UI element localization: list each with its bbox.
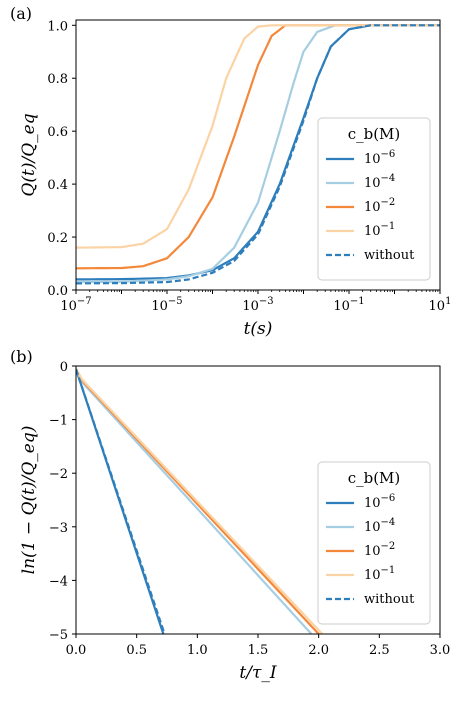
series-line-10__2 bbox=[76, 24, 440, 270]
y-tick-label: 0.2 bbox=[47, 231, 68, 246]
x-tick-label: 1.5 bbox=[248, 643, 269, 658]
legend-label: 10−1 bbox=[364, 221, 395, 239]
y-tick-label: 0.8 bbox=[47, 72, 68, 87]
legend-label: 10−4 bbox=[364, 517, 395, 535]
x-axis-label: t(s) bbox=[244, 319, 273, 339]
y-tick-label: 0.0 bbox=[47, 284, 68, 299]
x-tick-label: 3.0 bbox=[430, 643, 451, 658]
legend-label: 10−6 bbox=[364, 493, 395, 511]
series-line-10__4 bbox=[76, 24, 440, 284]
panel-label: (b) bbox=[10, 347, 33, 366]
x-tick-label: 10−1 bbox=[333, 296, 364, 314]
series-line-10__1 bbox=[76, 368, 324, 634]
y-axis-label: ln(1 − Q(t)/Q_eq) bbox=[19, 426, 39, 575]
x-tick-label: 101 bbox=[429, 296, 452, 314]
y-tick-label: −5 bbox=[49, 628, 68, 643]
series-line-without bbox=[76, 368, 166, 634]
y-tick-label: 0.6 bbox=[47, 125, 68, 140]
y-tick-label: 0 bbox=[60, 360, 68, 375]
x-tick-label: 10−3 bbox=[242, 296, 273, 314]
panel-label: (a) bbox=[10, 4, 32, 23]
legend-label: 10−2 bbox=[364, 541, 395, 559]
y-axis-label: Q(t)/Q_eq bbox=[19, 113, 39, 196]
legend-title: c_b(M) bbox=[348, 469, 401, 487]
x-tick-label: 1.0 bbox=[187, 643, 208, 658]
panel-1: 0.0 0.5 1.0 1.5 2.0 2.5 3.0 0 −1 −2 −3 −4 −5 (b) t/τ_I… bbox=[10, 347, 450, 683]
legend-title: c_b(M) bbox=[348, 125, 401, 143]
y-tick-label: −1 bbox=[49, 414, 68, 429]
legend-label: 10−6 bbox=[364, 149, 395, 167]
x-axis-label: t/τ_I bbox=[239, 663, 276, 683]
x-tick-label: 2.5 bbox=[369, 643, 390, 658]
legend-label: 10−2 bbox=[364, 197, 395, 215]
y-tick-label: 0.4 bbox=[47, 178, 68, 193]
x-tick-label: 0.0 bbox=[66, 643, 87, 658]
legend-label: 10−1 bbox=[364, 565, 395, 583]
legend: c_b(M) 10−6 10−4 10−2 10−1 without bbox=[317, 461, 431, 625]
panel-0: 10−7 10−5 10−3 10−1 101 0.0 0.2 0.4 0.6 0.8 1.0 (a)… bbox=[10, 4, 451, 339]
y-tick-label: −2 bbox=[49, 467, 68, 482]
y-tick-label: 1.0 bbox=[47, 19, 68, 34]
legend-label: without bbox=[364, 248, 415, 263]
series-line-without bbox=[76, 24, 440, 285]
y-tick-label: −3 bbox=[49, 521, 68, 536]
legend-label: 10−4 bbox=[364, 173, 395, 191]
series-group bbox=[76, 24, 440, 285]
legend: c_b(M) 10−6 10−4 10−2 10−1 without bbox=[317, 117, 431, 281]
x-tick-label: 10−5 bbox=[151, 296, 182, 314]
series-line-10__1 bbox=[76, 24, 440, 249]
x-tick-label: 0.5 bbox=[126, 643, 147, 658]
x-tick-label: 2.0 bbox=[308, 643, 329, 658]
y-tick-label: −4 bbox=[49, 574, 68, 589]
x-tick-label: 10−7 bbox=[60, 296, 91, 314]
series-group bbox=[76, 368, 324, 634]
legend-label: without bbox=[364, 592, 415, 607]
